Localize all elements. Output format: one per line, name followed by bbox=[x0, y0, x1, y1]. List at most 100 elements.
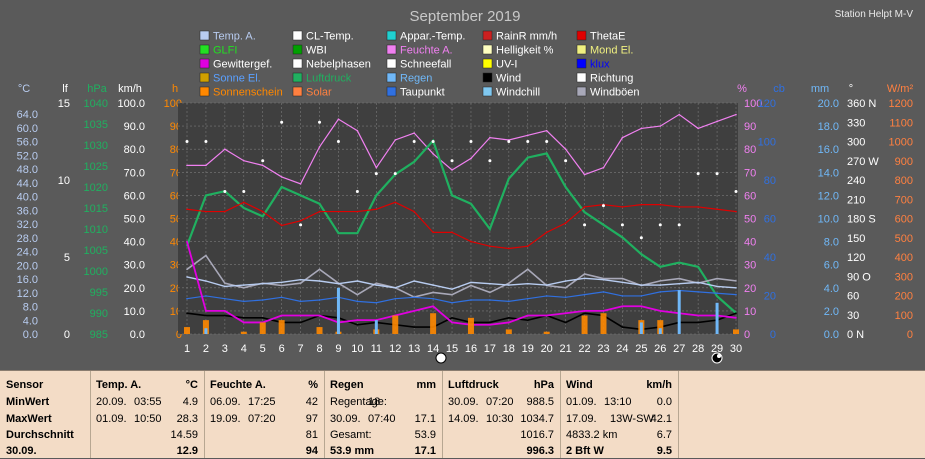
series-point bbox=[508, 282, 510, 284]
series-point bbox=[205, 194, 207, 197]
legend-label: WBI bbox=[306, 45, 327, 57]
stats-column: Sensor MinWert MaxWert Durchschnitt 30.09. bbox=[0, 371, 91, 458]
stats-value: 97 bbox=[305, 413, 318, 425]
series-point bbox=[697, 127, 699, 130]
station-name: Station Helpt M-V bbox=[835, 9, 914, 20]
legend-label: RainR mm/h bbox=[496, 31, 557, 43]
series-point bbox=[735, 113, 737, 116]
legend-label: Helligkeit % bbox=[496, 45, 554, 57]
axis-tick-label: 50.0 bbox=[124, 214, 145, 226]
series-point bbox=[432, 297, 434, 300]
series-point bbox=[394, 297, 397, 300]
axis-tick-label: 1020 bbox=[84, 182, 108, 194]
axis-tick-label: 0 bbox=[64, 329, 70, 341]
axis-tick-label: 0 bbox=[907, 329, 913, 341]
series-point bbox=[394, 201, 397, 204]
stats-date: Gesamt: bbox=[330, 429, 372, 441]
axis-tick-label: 50 bbox=[744, 214, 756, 226]
sunshine-bar bbox=[316, 327, 323, 334]
stats-unit: hPa bbox=[533, 379, 554, 391]
series-point bbox=[526, 282, 529, 285]
legend-swatch bbox=[199, 86, 210, 97]
legend-swatch bbox=[292, 58, 303, 69]
stats-time: 03:55 bbox=[134, 396, 162, 408]
stats-value: 94 bbox=[305, 445, 318, 457]
legend-label: klux bbox=[590, 59, 610, 71]
axis-tick-label: 1000 bbox=[889, 137, 913, 149]
stats-time: 17:25 bbox=[248, 396, 276, 408]
series-point bbox=[583, 310, 586, 312]
axis-tick-label: 4.0 bbox=[824, 283, 839, 295]
axis-tick-label: 40.0 bbox=[124, 237, 145, 249]
axis-tick-label: 18.0 bbox=[818, 121, 839, 133]
rain-bar bbox=[677, 290, 681, 334]
legend-swatch bbox=[386, 44, 397, 55]
axis-tick-label: 90 bbox=[744, 121, 756, 133]
stats-date: 53.9 mm bbox=[330, 445, 375, 457]
legend-swatch bbox=[482, 44, 493, 55]
series-point bbox=[205, 164, 207, 167]
axis-tick-label: 4.0 bbox=[23, 315, 38, 327]
axis-tick-label: 0 bbox=[770, 329, 776, 341]
axis-tick-label: 6.0 bbox=[824, 260, 839, 272]
series-point bbox=[299, 300, 302, 303]
axis-tick-label: 270 W bbox=[847, 156, 879, 168]
legend-label: UV-I bbox=[496, 59, 517, 71]
series-point bbox=[640, 253, 643, 255]
wind-direction-point bbox=[393, 172, 397, 176]
axis-tick-label: 52.0 bbox=[17, 150, 38, 162]
series-point bbox=[470, 284, 472, 287]
series-point bbox=[394, 139, 397, 141]
series-point bbox=[337, 210, 340, 213]
axis-tick-label: 60 bbox=[847, 291, 859, 303]
axis-tick-label: 200 bbox=[895, 291, 913, 303]
series-point bbox=[545, 284, 548, 286]
rain-bar bbox=[204, 328, 208, 334]
legend-swatch bbox=[386, 30, 397, 41]
axis-tick-label: 80 bbox=[764, 175, 776, 187]
series-point bbox=[280, 284, 283, 287]
series-point bbox=[489, 136, 491, 139]
axis-tick-label: 100 bbox=[164, 98, 182, 110]
series-point bbox=[640, 305, 643, 308]
stats-time: 10:50 bbox=[134, 413, 162, 425]
axis-tick-label: 90 O bbox=[847, 271, 871, 283]
wind-direction-point bbox=[412, 140, 416, 143]
series-point bbox=[261, 215, 264, 218]
series-point bbox=[526, 156, 529, 159]
stats-value: 81 bbox=[305, 429, 318, 441]
stats-column: Regen mm Regentage: 18 30.09. 07:40 17.1 Gesamt… bbox=[324, 371, 443, 458]
series-point bbox=[526, 268, 529, 271]
series-point bbox=[299, 321, 302, 324]
series-point bbox=[413, 132, 415, 134]
wind-direction-point bbox=[431, 140, 435, 143]
series-point bbox=[413, 326, 415, 328]
legend-label: Temp. A. bbox=[213, 31, 256, 43]
series-point bbox=[489, 299, 491, 301]
series-point bbox=[356, 293, 359, 296]
series-point bbox=[451, 288, 453, 290]
wind-direction-point bbox=[204, 140, 208, 143]
series-point bbox=[564, 312, 567, 315]
series-point bbox=[621, 206, 624, 208]
series-point bbox=[602, 291, 605, 293]
series-line bbox=[185, 138, 737, 314]
axis-tick-label: 400 bbox=[895, 252, 913, 264]
series-point bbox=[280, 314, 283, 317]
series-point bbox=[716, 292, 718, 295]
series-point bbox=[242, 284, 245, 286]
sunshine-bar bbox=[733, 329, 739, 334]
stats-row-label: 30.09. bbox=[6, 445, 37, 457]
series-point bbox=[583, 211, 586, 213]
axis-tick-label: 20 bbox=[744, 283, 756, 295]
axis-tick-label: 800 bbox=[895, 175, 913, 187]
x-tick-label: 9 bbox=[335, 343, 341, 355]
axis-tick-label: 20.0 bbox=[818, 98, 839, 110]
series-point bbox=[186, 276, 188, 278]
legend-swatch bbox=[199, 58, 210, 69]
wind-direction-point bbox=[261, 159, 265, 163]
sunshine-bar bbox=[240, 331, 247, 334]
wind-direction-point bbox=[507, 140, 511, 143]
axis-tick-label: 1200 bbox=[889, 98, 913, 110]
stats-row-label: Durchschnitt bbox=[6, 429, 74, 441]
